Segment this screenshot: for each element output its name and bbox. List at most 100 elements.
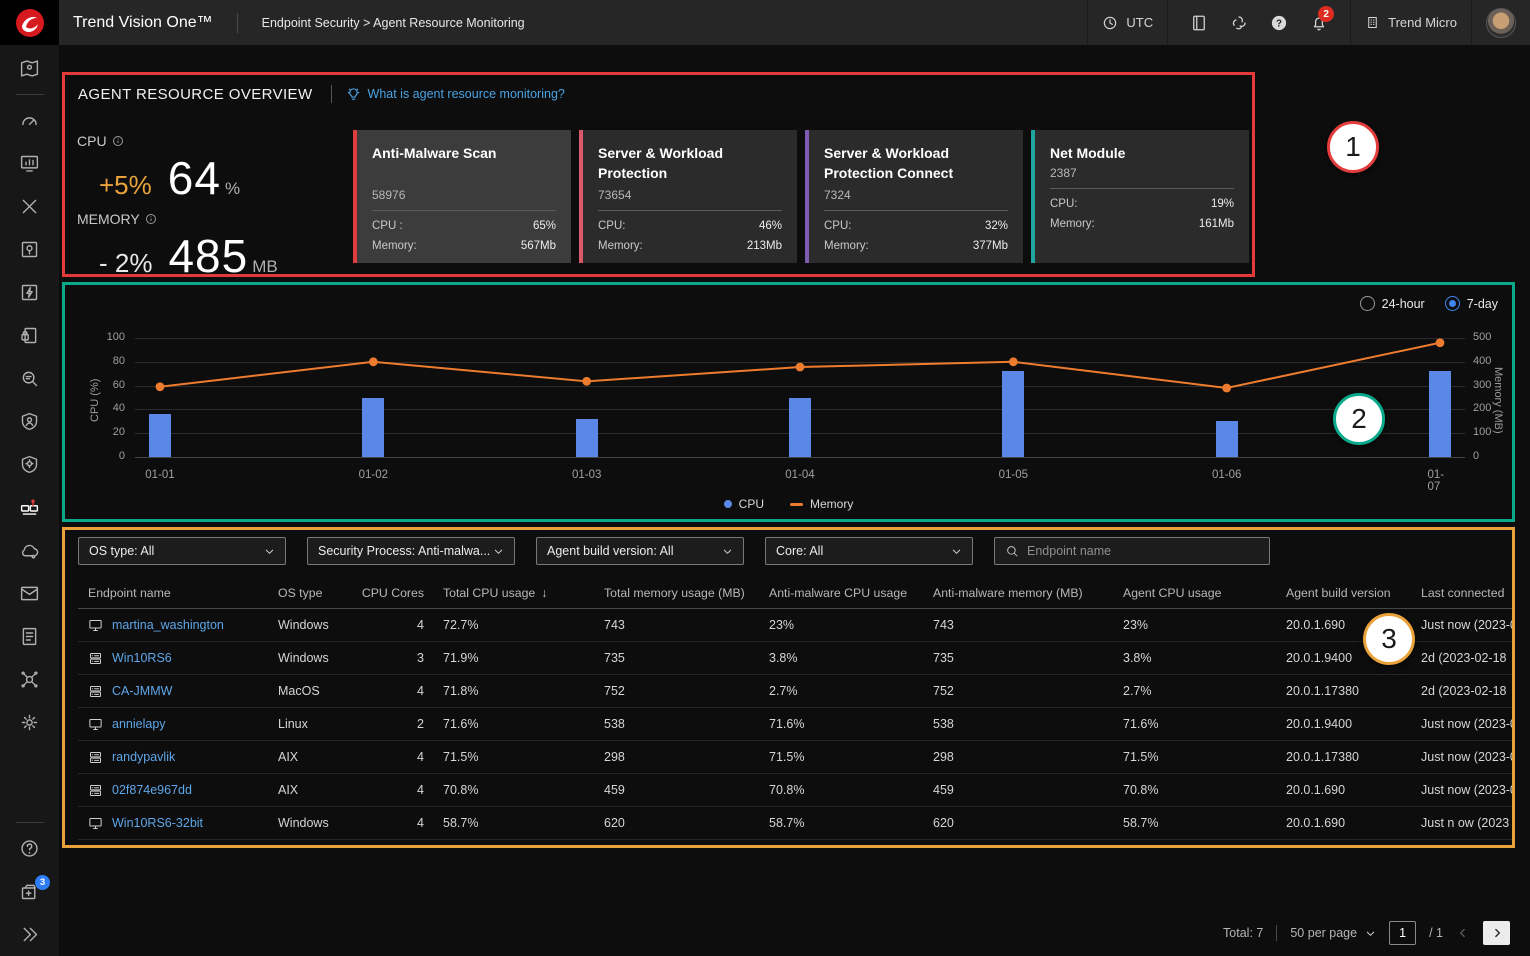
cell-agent-build: 20.0.1.17380	[1286, 684, 1421, 698]
previous-page-button[interactable]	[1456, 926, 1470, 940]
radio-circle	[1445, 296, 1460, 311]
swirl-icon[interactable]	[1222, 0, 1256, 45]
endpoint-link[interactable]: annielapy	[112, 717, 166, 731]
endpoint-link[interactable]: Win10RS6-32bit	[112, 816, 203, 830]
chart-range-radios: 24-hour 7-day	[1360, 296, 1498, 311]
endpoint-icon	[19, 497, 40, 518]
column-header-cpu-cores[interactable]: CPU Cores	[355, 586, 430, 600]
cell-antimalware-memory: 538	[933, 717, 1123, 731]
help-icon[interactable]: ?	[1262, 0, 1296, 45]
notifications-bell-icon[interactable]: 2	[1302, 0, 1336, 45]
y-tick-right: 400	[1473, 355, 1513, 367]
sidebar-item-network-search[interactable]	[0, 658, 59, 701]
y-tick-right: 0	[1473, 450, 1513, 462]
sidebar-item-search-chat[interactable]	[0, 357, 59, 400]
radio-circle	[1360, 296, 1375, 311]
sidebar: 3	[0, 45, 59, 956]
notes-icon	[19, 626, 40, 647]
column-header-anti-malware-cpu-usage[interactable]: Anti-malware CPU usage	[769, 586, 933, 600]
chart-legend: CPU Memory	[65, 497, 1512, 511]
server-icon	[88, 750, 103, 765]
y-tick-right: 100	[1473, 426, 1513, 438]
endpoint-link[interactable]: randypavlik	[112, 750, 175, 764]
sidebar-item-gear[interactable]	[0, 701, 59, 744]
column-header-agent-cpu-usage[interactable]: Agent CPU usage	[1123, 586, 1286, 600]
endpoint-search[interactable]	[994, 537, 1270, 565]
sidebar-item-gauge[interactable]	[0, 99, 59, 142]
sidebar-item-cloud[interactable]	[0, 529, 59, 572]
y-tick-left: 0	[85, 450, 125, 462]
legend-swatch	[790, 503, 803, 506]
legend-label: CPU	[739, 497, 764, 511]
endpoint-link[interactable]: 02f874e967dd	[112, 783, 192, 797]
sidebar-item-idea-box[interactable]	[0, 228, 59, 271]
card-memory-row: Memory:567Mb	[372, 237, 556, 257]
process-card-4[interactable]: Net Module2387CPU:19%Memory:161Mb	[1031, 130, 1249, 263]
column-header-total-cpu-usage[interactable]: Total CPU usage↓	[430, 586, 604, 600]
y-tick-left: 20	[85, 426, 125, 438]
sidebar-item-box-plus[interactable]: 3	[0, 870, 59, 913]
legend-item-memory[interactable]: Memory	[790, 497, 853, 511]
sidebar-item-shield-user[interactable]	[0, 400, 59, 443]
process-card-1[interactable]: Anti-Malware Scan58976CPU :65%Memory:567…	[353, 130, 571, 263]
notification-badge: 2	[1318, 6, 1334, 22]
book-icon[interactable]	[1182, 0, 1216, 45]
filter-core[interactable]: Core: All	[765, 537, 973, 565]
filter-security-process[interactable]: Security Process: Anti-malwa...	[307, 537, 515, 565]
filter-agent-build-version[interactable]: Agent build version: All	[536, 537, 744, 565]
cell-cpu-cores: 4	[355, 816, 430, 830]
app-header: Trend Vision One™ Endpoint Security > Ag…	[59, 0, 1530, 45]
memory-label-text: MEMORY	[77, 211, 140, 227]
sidebar-item-mail[interactable]	[0, 572, 59, 615]
column-header-agent-build-version[interactable]: Agent build version	[1286, 586, 1421, 600]
process-card-3[interactable]: Server & Workload Protection Connect7324…	[805, 130, 1023, 263]
sidebar-item-monitor-chart[interactable]	[0, 142, 59, 185]
next-page-button[interactable]	[1483, 921, 1510, 945]
column-header-last-connected[interactable]: Last connected	[1421, 586, 1512, 600]
cell-agent-cpu: 2.7%	[1123, 684, 1286, 698]
trend-micro-logo[interactable]	[0, 0, 59, 45]
sidebar-item-collapse[interactable]	[0, 913, 59, 956]
sidebar-item-notes[interactable]	[0, 615, 59, 658]
endpoint-link[interactable]: martina_washington	[112, 618, 224, 632]
radio-24-hour[interactable]: 24-hour	[1360, 296, 1425, 311]
info-icon[interactable]	[145, 213, 157, 225]
page-number-input[interactable]: 1	[1389, 921, 1416, 945]
memory-stat-line: - 2% 485 MB	[77, 229, 278, 283]
sidebar-item-x[interactable]	[0, 185, 59, 228]
breadcrumb[interactable]: Endpoint Security > Agent Resource Monit…	[237, 13, 525, 33]
process-card-2[interactable]: Server & Workload Protection73654CPU:46%…	[579, 130, 797, 263]
radio-7-day[interactable]: 7-day	[1445, 296, 1498, 311]
sidebar-item-lock-file[interactable]	[0, 314, 59, 357]
endpoint-link[interactable]: CA-JMMW	[112, 684, 172, 698]
sidebar-item-bolt[interactable]	[0, 271, 59, 314]
legend-item-cpu[interactable]: CPU	[724, 497, 764, 511]
cell-antimalware-cpu: 71.6%	[769, 717, 933, 731]
legend-label: Memory	[810, 497, 853, 511]
filter-label: Core: All	[776, 544, 823, 558]
column-header-endpoint-name[interactable]: Endpoint name	[78, 586, 278, 600]
column-header-os-type[interactable]: OS type	[278, 586, 355, 600]
table-row: Win10RS6-32bitWindows458.7%62058.7%62058…	[78, 807, 1512, 840]
cell-total-memory: 298	[604, 750, 769, 764]
bolt-icon	[19, 282, 40, 303]
info-icon[interactable]	[112, 135, 124, 147]
gauge-icon	[19, 110, 40, 131]
sidebar-item-endpoint[interactable]	[0, 486, 59, 529]
endpoint-link[interactable]: Win10RS6	[112, 651, 172, 665]
sidebar-item-map[interactable]	[0, 47, 59, 90]
user-avatar[interactable]	[1486, 8, 1516, 38]
column-header-total-memory-usage-mb[interactable]: Total memory usage (MB)	[604, 586, 769, 600]
per-page-select[interactable]: 50 per page	[1290, 926, 1376, 940]
cpu-stat-label: CPU	[77, 133, 278, 149]
timezone-button[interactable]: UTC	[1087, 0, 1167, 45]
x-icon	[19, 196, 40, 217]
endpoint-search-input[interactable]	[1027, 544, 1259, 558]
company-menu[interactable]: Trend Micro	[1350, 0, 1471, 45]
what-is-monitoring-link[interactable]: What is agent resource monitoring?	[346, 87, 565, 102]
filter-os-type[interactable]: OS type: All	[78, 537, 286, 565]
sidebar-item-help-circle[interactable]	[0, 827, 59, 870]
idea-box-icon	[19, 239, 40, 260]
sidebar-item-shield-gear[interactable]	[0, 443, 59, 486]
column-header-anti-malware-memory-mb[interactable]: Anti-malware memory (MB)	[933, 586, 1123, 600]
